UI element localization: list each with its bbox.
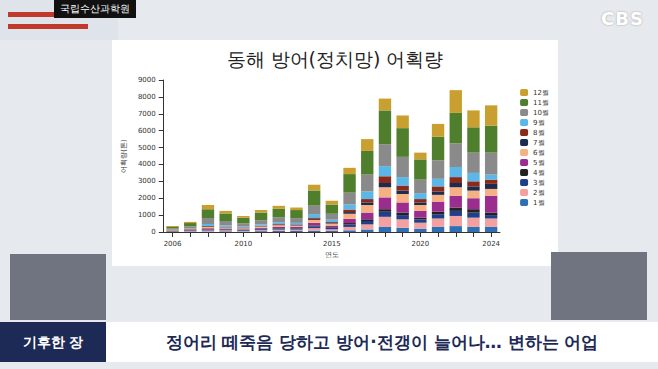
- svg-text:7월: 7월: [533, 139, 544, 147]
- svg-text:8000: 8000: [138, 93, 156, 101]
- html-text:기후한 장: 기후한 장: [22, 334, 84, 350]
- svg-text:동해 방어(정치망) 어획량: 동해 방어(정치망) 어획량: [227, 48, 444, 70]
- svg-text:2010: 2010: [234, 240, 252, 248]
- svg-text:2024: 2024: [482, 240, 500, 248]
- html-text:국립수산과학원: 국립수산과학원: [60, 3, 130, 14]
- svg-text:3000: 3000: [138, 177, 156, 185]
- svg-text:어획량(톤): 어획량(톤): [120, 139, 128, 173]
- svg-text:5월: 5월: [533, 159, 544, 167]
- svg-text:4월: 4월: [533, 169, 544, 177]
- svg-text:3월: 3월: [533, 179, 544, 187]
- svg-text:1000: 1000: [138, 211, 156, 219]
- svg-text:4000: 4000: [138, 160, 156, 168]
- html-text:정어리 떼죽음 당하고 방어·전갱이 늘어나… 변하는 어업: 정어리 떼죽음 당하고 방어·전갱이 늘어나… 변하는 어업: [165, 332, 599, 352]
- svg-text:2015: 2015: [323, 240, 341, 248]
- svg-text:2006: 2006: [164, 240, 182, 248]
- svg-text:2020: 2020: [411, 240, 429, 248]
- svg-text:7000: 7000: [138, 110, 156, 118]
- svg-text:8월: 8월: [533, 129, 544, 137]
- svg-text:11월: 11월: [533, 99, 549, 107]
- svg-text:9월: 9월: [533, 119, 544, 127]
- svg-text:12월: 12월: [533, 89, 549, 97]
- svg-text:연도: 연도: [325, 251, 339, 259]
- svg-text:6000: 6000: [138, 127, 156, 135]
- html-text:CBS: CBS: [601, 8, 644, 29]
- svg-text:2월: 2월: [533, 189, 544, 197]
- svg-text:9000: 9000: [138, 76, 156, 84]
- svg-text:0: 0: [151, 228, 155, 236]
- svg-text:10월: 10월: [533, 109, 549, 117]
- svg-text:2000: 2000: [138, 194, 156, 202]
- svg-text:6월: 6월: [533, 149, 544, 157]
- svg-text:5000: 5000: [138, 144, 156, 152]
- svg-text:1월: 1월: [533, 199, 544, 207]
